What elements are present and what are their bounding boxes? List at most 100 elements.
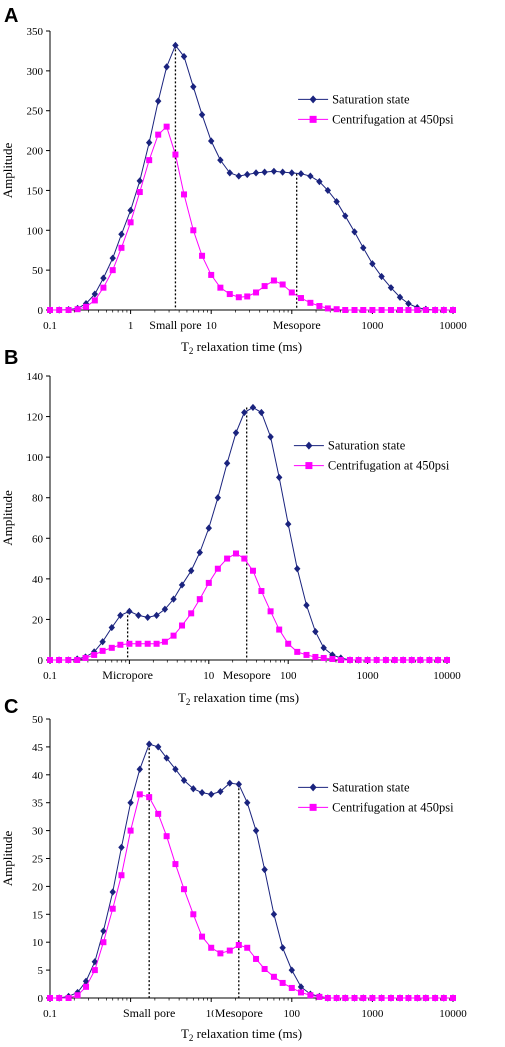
data-point — [417, 657, 424, 663]
data-point — [83, 303, 90, 310]
data-point — [303, 651, 310, 658]
data-point — [440, 307, 447, 313]
data-point — [422, 307, 429, 313]
data-point — [190, 911, 197, 918]
data-point — [355, 657, 362, 663]
data-point — [172, 151, 179, 158]
data-point — [136, 765, 143, 773]
data-point — [279, 944, 286, 952]
y-tick-label: 200 — [27, 146, 44, 158]
data-point — [74, 657, 81, 663]
data-point — [91, 958, 99, 966]
data-point — [108, 644, 115, 651]
data-point — [288, 289, 295, 296]
data-point — [360, 307, 367, 313]
data-point — [136, 189, 143, 196]
legend-marker — [309, 95, 317, 104]
data-point — [65, 657, 72, 663]
data-point — [396, 307, 403, 313]
annotation-label: Micropore — [102, 668, 153, 682]
data-point — [199, 252, 206, 259]
legend-label: Centrifugation at 450psi — [328, 459, 450, 473]
legend-label: Saturation state — [328, 439, 406, 453]
data-point — [316, 993, 323, 1000]
annotation-label-bg — [271, 318, 322, 332]
legend-entry: Centrifugation at 450psi — [298, 112, 454, 126]
data-point — [235, 294, 242, 301]
x-tick-label: 0.1 — [43, 320, 57, 332]
data-point — [136, 791, 143, 798]
data-point — [214, 565, 221, 572]
legend-marker — [305, 462, 313, 470]
annotation-label-bg — [101, 668, 154, 682]
data-point — [329, 655, 336, 662]
x-tick-label: 10 — [203, 670, 215, 682]
data-point — [188, 610, 195, 617]
series-line — [50, 125, 453, 311]
data-point — [391, 657, 398, 663]
data-point — [307, 299, 314, 306]
legend-entry: Saturation state — [293, 439, 406, 453]
data-point — [155, 131, 162, 138]
data-point — [450, 995, 456, 1001]
y-tick-label: 50 — [32, 265, 44, 277]
data-point — [145, 139, 153, 147]
data-point — [224, 555, 231, 562]
data-point — [405, 995, 412, 1001]
data-point — [244, 293, 251, 300]
x-axis-title: T2 relaxation time (ms) — [181, 339, 302, 356]
series-line — [50, 552, 447, 661]
data-point — [324, 186, 332, 195]
data-point — [342, 995, 349, 1001]
data-point — [217, 156, 224, 164]
data-point — [126, 640, 133, 647]
data-point — [118, 244, 125, 251]
data-point — [161, 638, 168, 645]
data-point — [226, 169, 233, 177]
annotation-label: Small pore — [149, 318, 201, 332]
data-point — [91, 297, 98, 304]
data-point — [369, 260, 376, 268]
legend-marker — [309, 783, 317, 792]
y-tick-label: 35 — [32, 798, 44, 810]
data-point — [422, 995, 429, 1001]
x-tick-label: 10000 — [439, 1008, 467, 1020]
data-point — [333, 306, 340, 313]
data-point — [444, 657, 450, 663]
data-point — [181, 886, 188, 893]
y-tick-label: 45 — [32, 742, 44, 754]
y-tick-label: 250 — [27, 106, 44, 118]
data-point — [450, 307, 456, 313]
data-point — [47, 307, 53, 313]
data-point — [154, 97, 162, 105]
annotation-label: Mesopore — [273, 318, 321, 332]
data-point — [187, 567, 195, 575]
y-tick-label: 0 — [38, 993, 44, 1005]
data-point — [56, 307, 63, 313]
data-point — [297, 983, 305, 991]
data-point — [179, 622, 186, 629]
data-point — [351, 995, 358, 1001]
data-point — [337, 657, 344, 663]
data-point — [208, 271, 215, 278]
data-point — [333, 995, 340, 1001]
legend-entry: Centrifugation at 450psi — [293, 459, 450, 473]
y-tick-label: 25 — [32, 854, 44, 866]
data-point — [100, 939, 107, 946]
data-point — [235, 780, 242, 788]
data-point — [342, 212, 349, 220]
data-point — [244, 944, 251, 951]
data-point — [127, 799, 134, 807]
data-point — [346, 657, 353, 663]
legend-marker — [305, 441, 313, 450]
legend-marker — [309, 803, 317, 811]
y-tick-label: 10 — [32, 937, 44, 949]
data-point — [153, 611, 160, 619]
y-tick-label: 40 — [32, 770, 44, 782]
data-point — [56, 657, 63, 663]
data-point — [118, 843, 125, 851]
data-point — [172, 765, 179, 773]
data-point — [303, 601, 310, 609]
panel-letter: C — [4, 696, 18, 718]
data-point — [170, 595, 177, 603]
